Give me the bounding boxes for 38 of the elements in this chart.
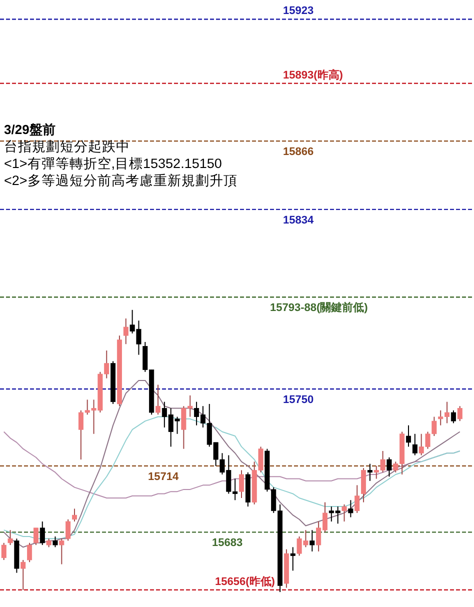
candlestick bbox=[457, 406, 462, 422]
candlestick bbox=[8, 530, 13, 546]
ref-line-label: 15656(昨低) bbox=[215, 574, 276, 588]
candlestick bbox=[66, 518, 71, 542]
ref-line-label: 15893(昨高) bbox=[283, 68, 344, 82]
annotation: <2>多等過短分前高考慮重新規劃升頂 bbox=[4, 173, 238, 188]
candlestick bbox=[412, 433, 418, 456]
ref-line-label: 15866 bbox=[283, 146, 314, 158]
ref-line-label: 15834 bbox=[283, 214, 314, 226]
candlestick bbox=[123, 318, 128, 345]
candlestick bbox=[1, 542, 6, 560]
ref-line-label: 15750 bbox=[283, 394, 314, 406]
candlestick bbox=[367, 463, 372, 482]
candlestick bbox=[406, 424, 411, 448]
candlestick bbox=[59, 538, 64, 565]
ref-line-label: 15923 bbox=[283, 5, 314, 18]
candlestick bbox=[20, 559, 26, 590]
annotation: <1>有彈等轉折空,目標15352.15150 bbox=[4, 156, 222, 171]
candlestick bbox=[354, 484, 360, 514]
candlestick bbox=[33, 527, 38, 546]
annotation: 台指規劃短分起跌中 bbox=[4, 139, 130, 154]
candlestick bbox=[342, 504, 347, 522]
candlestick bbox=[386, 456, 392, 478]
candlestick bbox=[310, 530, 315, 552]
candlestick bbox=[361, 468, 366, 503]
candlestick bbox=[348, 500, 354, 518]
candlestick bbox=[290, 546, 296, 572]
candlestick bbox=[40, 521, 45, 546]
candlestick bbox=[27, 542, 32, 563]
candlestick bbox=[156, 384, 160, 416]
ref-line-label: 15714 bbox=[148, 470, 180, 483]
candlestick bbox=[72, 508, 78, 522]
candlestick bbox=[238, 470, 244, 498]
ref-line-label: 15683 bbox=[212, 537, 243, 550]
candlestick bbox=[450, 410, 456, 424]
text: 3/29盤前 bbox=[4, 122, 56, 137]
candlestick bbox=[52, 536, 58, 548]
ref-line-label: 15793-88(關鍵前低) bbox=[270, 301, 368, 314]
